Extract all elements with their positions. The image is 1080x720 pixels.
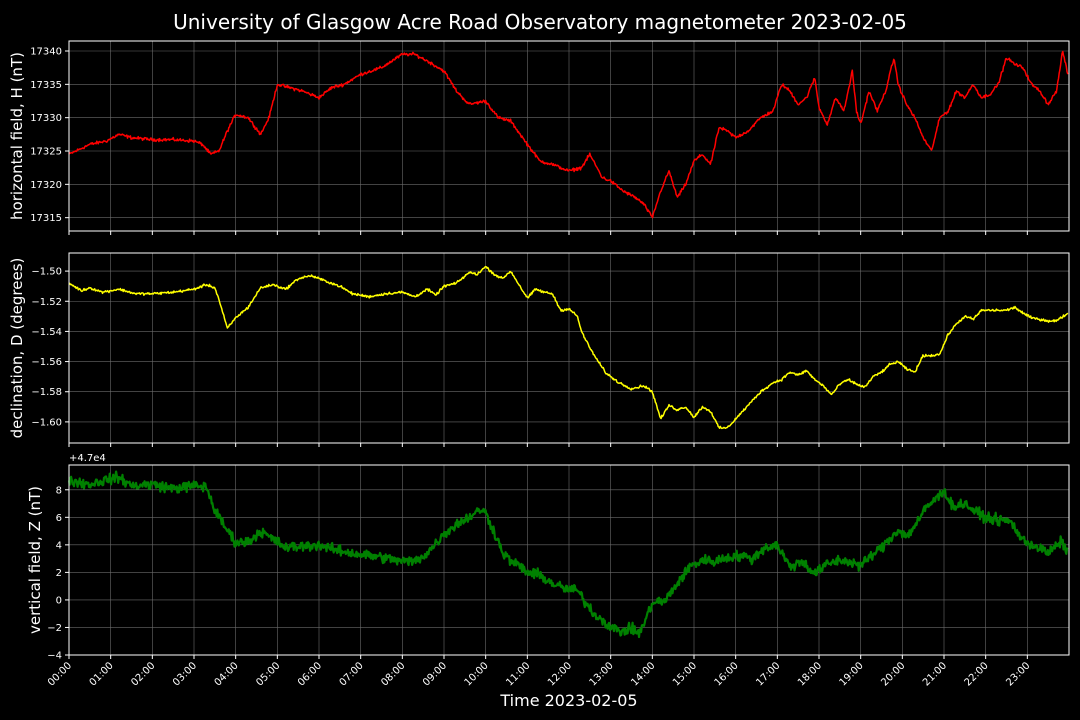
y-tick-label: −1.50 bbox=[31, 267, 62, 278]
panel-horizontal-field: horizontal field, H (nT) 17315 17320 17325… bbox=[8, 40, 1070, 235]
x-axis-label: Time 2023-02-05 bbox=[499, 691, 637, 710]
panel-declination: declination, D (degrees) −1.60 −1.58 −1.56… bbox=[8, 252, 1070, 447]
series-line bbox=[68, 50, 1069, 219]
series-line bbox=[68, 265, 1069, 430]
y-tick-label: −1.52 bbox=[31, 297, 62, 308]
ylabel-declination: declination, D (degrees) bbox=[8, 258, 26, 439]
y-tick-label: −2 bbox=[47, 623, 62, 634]
ylabel-horizontal-field: horizontal field, H (nT) bbox=[8, 52, 26, 220]
y-tick-label: 4 bbox=[56, 540, 62, 551]
y-tick-label: −1.54 bbox=[31, 327, 62, 338]
panel-vertical-field: vertical field, Z (nT) +4.7e4 −4 −2 0 2 4 6 8 bbox=[26, 453, 1070, 662]
y-tick-label: 17320 bbox=[30, 180, 62, 191]
y-tick-label: 6 bbox=[56, 513, 62, 524]
y-tick-label: −1.56 bbox=[31, 357, 62, 368]
y-tick-label: 17335 bbox=[30, 80, 62, 91]
y-tick-label: 2 bbox=[56, 568, 62, 579]
ylabel-vertical-field: vertical field, Z (nT) bbox=[26, 486, 44, 634]
y-tick-label: −1.58 bbox=[31, 387, 62, 398]
y-tick-label: −1.60 bbox=[31, 417, 62, 428]
y-tick-label: 17340 bbox=[30, 47, 62, 58]
y-tick-label: −4 bbox=[47, 651, 62, 662]
y-tick-label: 17330 bbox=[30, 113, 62, 124]
y-tick-label: 8 bbox=[56, 485, 62, 496]
y-tick-label: 17315 bbox=[30, 213, 62, 224]
offset-label: +4.7e4 bbox=[69, 453, 106, 464]
y-tick-label: 17325 bbox=[30, 147, 62, 158]
figure-title: University of Glasgow Acre Road Observat… bbox=[173, 10, 907, 34]
series-line bbox=[67, 470, 1069, 639]
y-tick-label: 0 bbox=[56, 595, 62, 606]
